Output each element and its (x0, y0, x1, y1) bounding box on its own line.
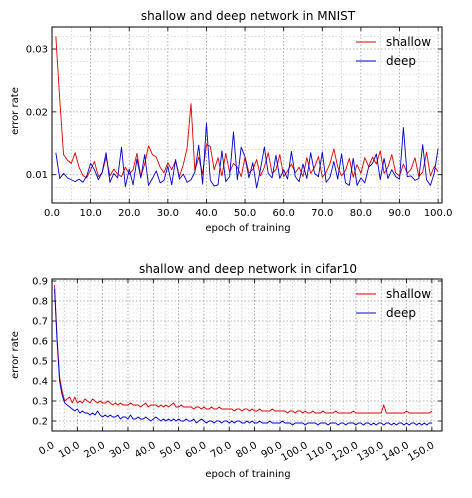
y-tick-label: 0.2 (32, 417, 48, 428)
legend: shallow deep (356, 287, 431, 320)
y-tick-label: 0.6 (32, 337, 48, 348)
x-tick-label: 40.0 (195, 208, 217, 219)
x-tick-label: 10.0 (79, 208, 101, 219)
series-line-shallow (55, 36, 439, 179)
y-tick-label: 0.7 (32, 317, 48, 328)
series-line-shallow (54, 284, 433, 414)
plot-frame (51, 278, 443, 432)
x-tick-label: 50.0 (234, 208, 256, 219)
y-axis-label: error rate (10, 331, 21, 379)
chart-title: shallow and deep network in MNIST (141, 9, 356, 23)
x-tick-label: 30.0 (157, 208, 179, 219)
x-tick-label: 60.0 (273, 208, 295, 219)
x-tick-label: 100.0 (424, 208, 453, 219)
mnist-chart: shallow and deep network in MNIST epoch … (10, 9, 452, 234)
legend-label-shallow: shallow (386, 35, 431, 49)
y-axis-label: error rate (10, 87, 21, 135)
y-tick-label: 0.9 (32, 277, 48, 288)
x-axis-label: epoch of training (205, 223, 290, 234)
legend: shallow deep (356, 35, 431, 68)
series-line-deep (54, 288, 432, 426)
plot-frame (51, 26, 443, 204)
x-tick-label: 70.0 (311, 208, 333, 219)
legend-label-shallow: shallow (386, 287, 431, 301)
series-line-deep (55, 122, 439, 189)
y-tick-label: 0.8 (32, 297, 48, 308)
y-tick-label: 0.5 (32, 357, 48, 368)
x-tick-label: 90.0 (388, 208, 410, 219)
chart-title: shallow and deep network in cifar10 (139, 262, 357, 276)
x-axis-label: epoch of training (205, 469, 290, 480)
legend-label-deep: deep (386, 54, 416, 68)
x-tick-label: 20.0 (118, 208, 140, 219)
y-tick-label: 0.03 (26, 45, 48, 56)
y-tick-label: 0.3 (32, 397, 48, 408)
legend-label-deep: deep (386, 306, 416, 320)
x-tick-label: 80.0 (350, 208, 372, 219)
y-tick-label: 0.01 (26, 170, 48, 181)
y-tick-label: 0.02 (26, 107, 48, 118)
x-tick-label: 0.0 (44, 208, 60, 219)
y-tick-label: 0.4 (32, 377, 48, 388)
